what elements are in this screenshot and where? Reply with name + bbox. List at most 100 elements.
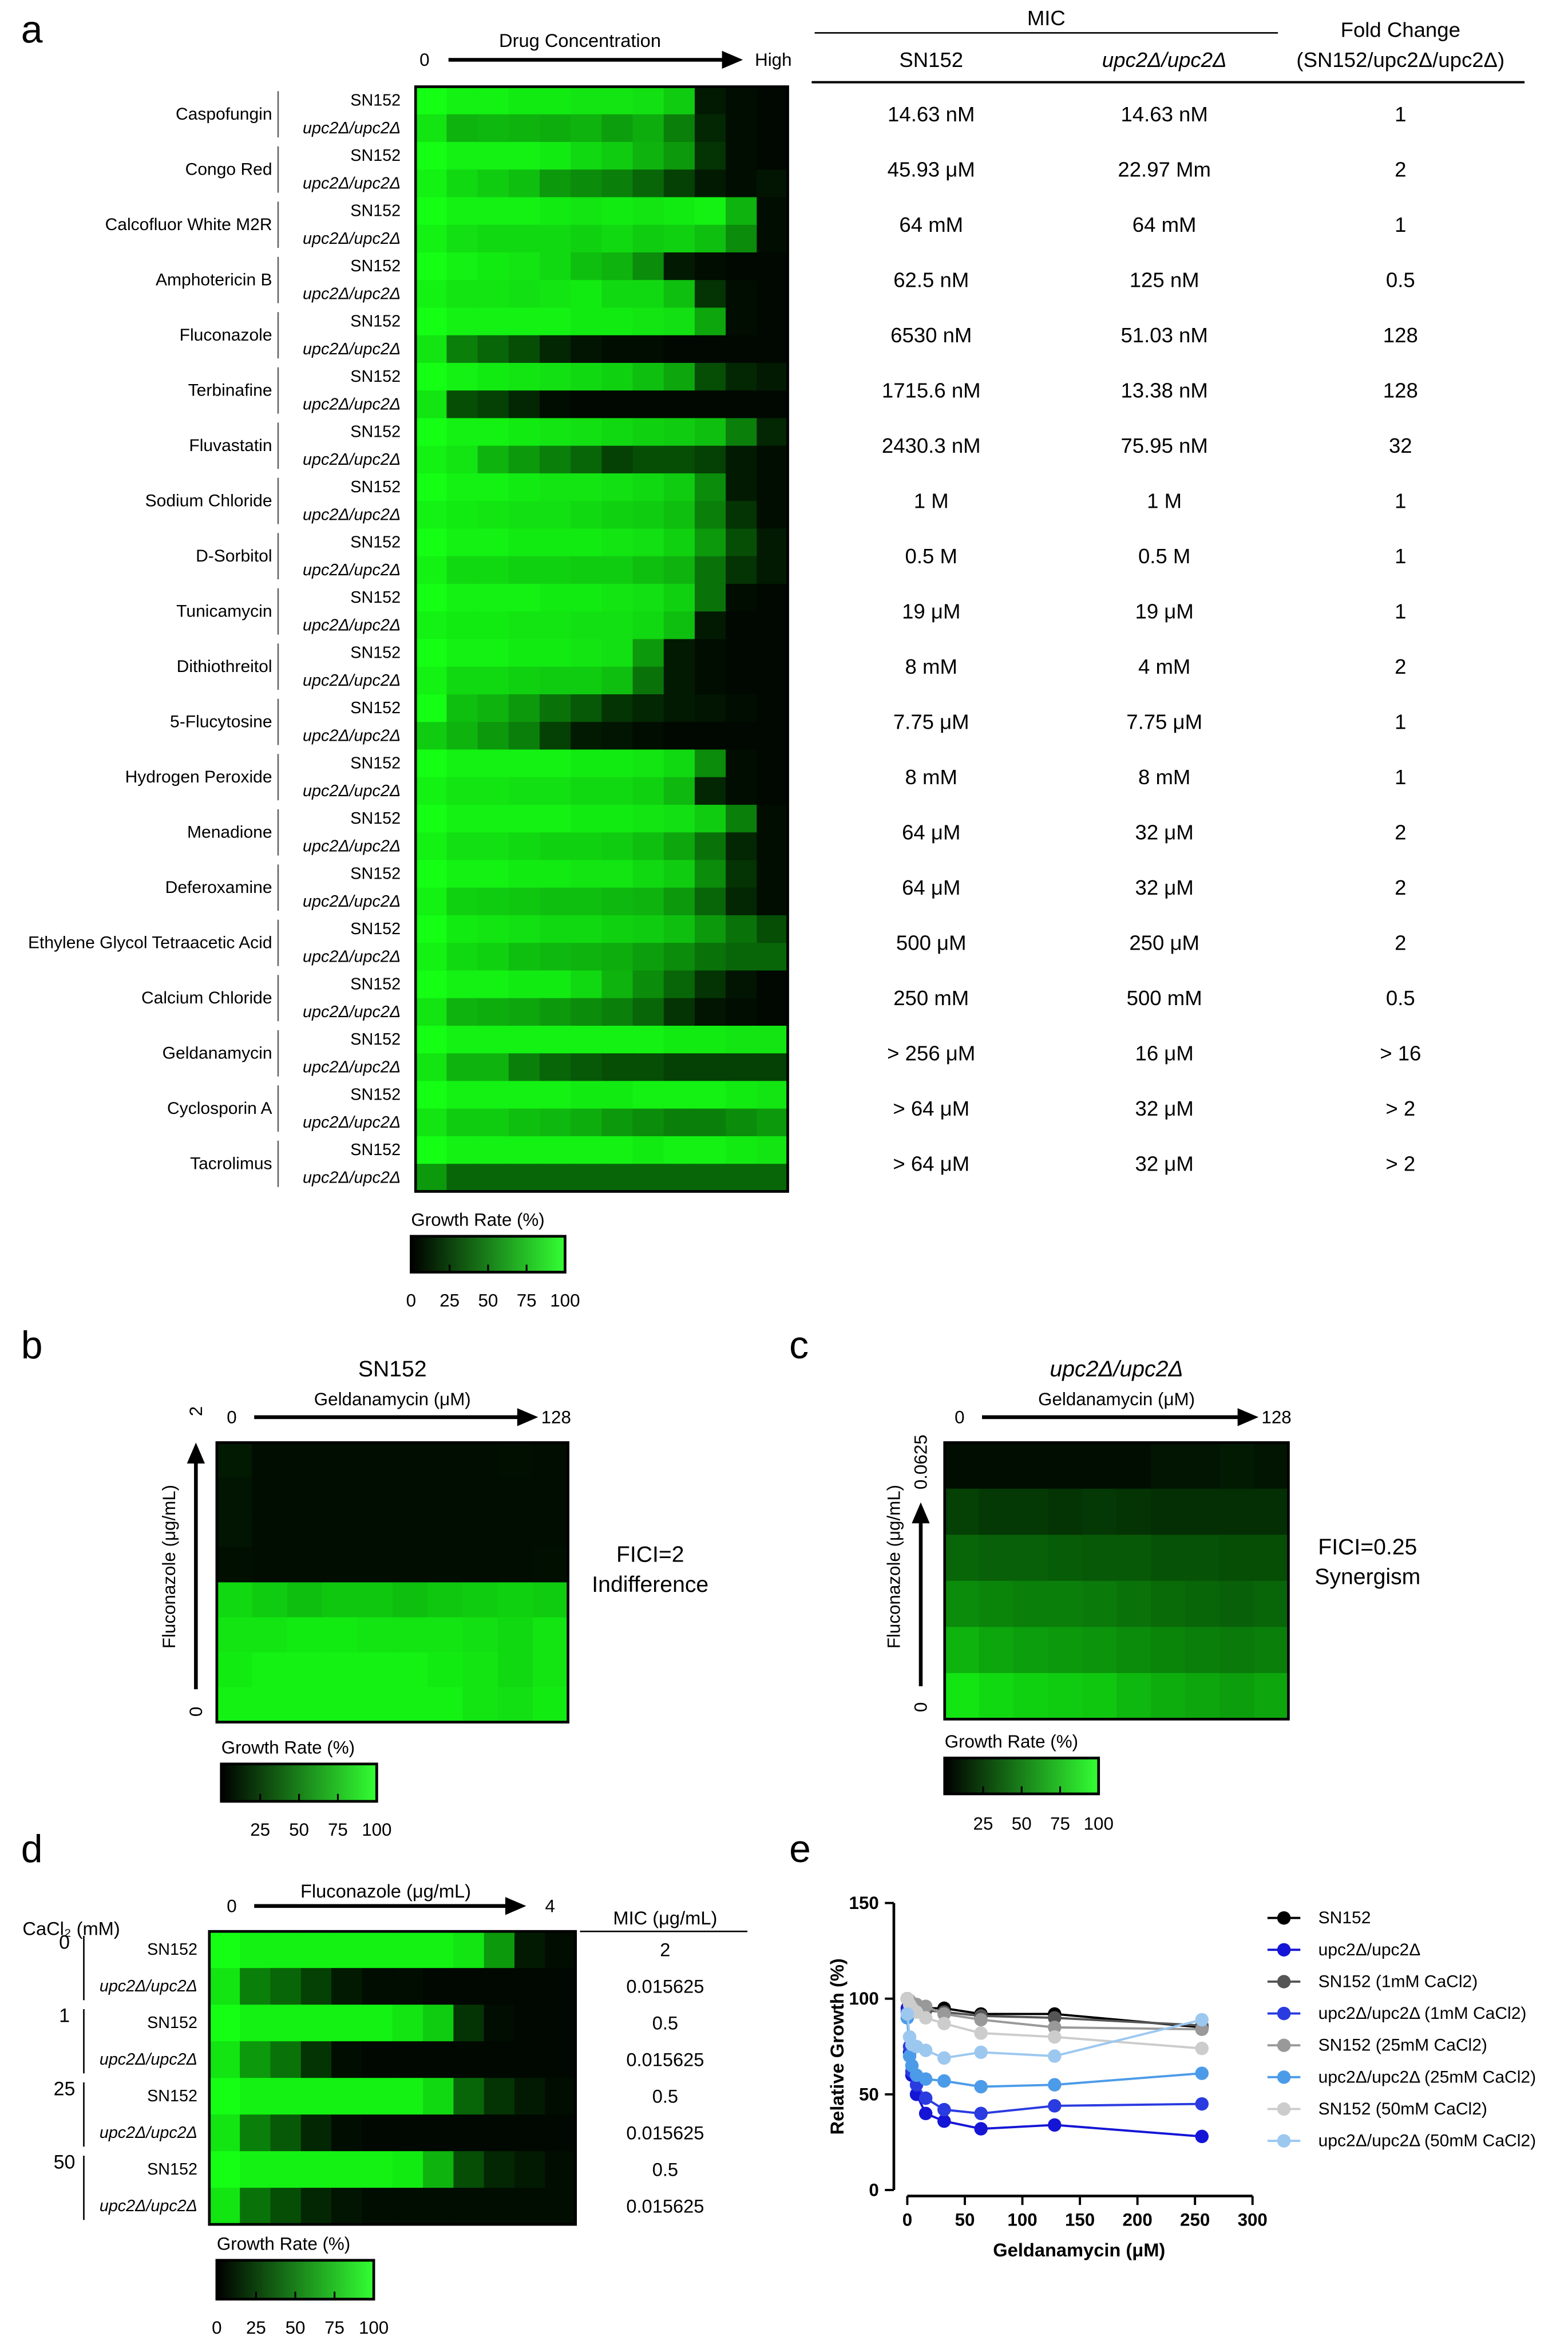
heatmap-cell (694, 887, 727, 916)
strain-label: SN152 (350, 423, 401, 441)
heatmap-cell (601, 501, 633, 529)
heatmap-cell (514, 2005, 546, 2042)
heatmap-cell (694, 832, 727, 861)
heatmap-cell (477, 252, 509, 281)
heatmap-cell (446, 501, 478, 529)
heatmap-cell (979, 1673, 1014, 1720)
heatmap-cell (601, 445, 633, 475)
strain-label: SN152 (350, 533, 401, 552)
y-tick-label: 50 (859, 2084, 879, 2104)
heatmap-cell (1219, 1580, 1255, 1628)
strain-label: SN152 (350, 478, 401, 496)
heatmap-cell (1013, 1580, 1048, 1628)
heatmap-cell (508, 1053, 541, 1082)
heatmap-cell (694, 611, 727, 640)
heatmap-cell (270, 2005, 302, 2042)
x-start: 0 (955, 1407, 964, 1427)
heatmap-cell (415, 970, 448, 999)
heatmap-cell (694, 335, 727, 364)
heatmap-cell (415, 583, 448, 612)
colorbar-tick-label: 25 (973, 1814, 993, 1834)
heatmap-cell (540, 1108, 572, 1137)
heatmap-cell (571, 583, 603, 612)
heatmap-cell (446, 943, 478, 971)
heatmap-cell (944, 1673, 980, 1720)
colorbar-tick-label: 0 (212, 2318, 221, 2338)
heatmap-cell (415, 694, 448, 723)
heatmap-cell (663, 169, 696, 198)
heatmap-cell (1254, 1673, 1289, 1720)
colorbar-tick-label: 25 (250, 1820, 270, 1840)
heatmap-cell (240, 2078, 271, 2116)
heatmap-cell (357, 1547, 393, 1583)
heatmap-cell (757, 1108, 789, 1137)
heatmap-cell (453, 1931, 485, 1969)
heatmap-cell (571, 307, 603, 336)
heatmap-cell (514, 2078, 546, 2116)
heatmap-cell (446, 280, 478, 309)
heatmap-cell (601, 307, 633, 336)
strain-label: SN152 (350, 644, 401, 662)
heatmap-cell (508, 473, 541, 502)
heatmap-cell (322, 1477, 358, 1513)
heatmap-cell (540, 722, 572, 750)
data-point (974, 2026, 988, 2040)
heatmap-cell (484, 2078, 516, 2116)
heatmap-cell (427, 1582, 464, 1618)
heatmap-cell (362, 1931, 393, 1969)
heatmap-cell (601, 694, 633, 723)
heatmap-cell (726, 418, 758, 446)
heatmap-cell (663, 749, 696, 778)
heatmap-cell (415, 832, 448, 861)
legend-marker (1277, 2134, 1291, 2148)
heatmap-cell (757, 307, 789, 336)
heatmap-cell (252, 1442, 288, 1479)
mic-value: > 2 (1385, 1097, 1415, 1120)
heatmap-cell (446, 1136, 478, 1165)
heatmap-cell (663, 1053, 696, 1082)
heatmap-cell (270, 2041, 302, 2079)
heatmap-cell (533, 1617, 569, 1653)
table-title: MIC (1027, 6, 1066, 30)
heatmap-cell (514, 2151, 546, 2189)
data-point (918, 2072, 933, 2086)
heatmap-cell (357, 1652, 393, 1688)
heatmap-cell (1047, 1673, 1083, 1720)
heatmap-cell (514, 2188, 546, 2226)
heatmap-cell (415, 362, 448, 392)
heatmap-cell (663, 860, 696, 888)
heatmap-cell (508, 390, 541, 419)
heatmap-cell (601, 970, 633, 999)
heatmap-cell (446, 141, 478, 171)
heatmap-cell (632, 1025, 664, 1054)
heatmap-cell (508, 694, 541, 723)
heatmap-cell (632, 141, 664, 171)
heatmap-cell (540, 970, 572, 999)
heatmap-cell (392, 1582, 429, 1618)
heatmap-cell (1082, 1535, 1118, 1582)
mic-value: 0.5 (652, 2013, 678, 2034)
legend-label: SN152 (25mM CaCl2) (1318, 2036, 1487, 2055)
heatmap-cell (540, 1081, 572, 1109)
heatmap-cell (322, 1512, 358, 1548)
heatmap-cell (331, 1968, 363, 2006)
heatmap-cell (477, 528, 509, 557)
heatmap-cell (726, 860, 758, 888)
heatmap-cell (571, 860, 603, 888)
heatmap-cell (415, 860, 448, 888)
heatmap-cell (663, 1164, 696, 1192)
drug-label: Calcium Chloride (141, 989, 272, 1007)
heatmap-cell (477, 804, 509, 833)
heatmap-cell (240, 1931, 271, 1969)
mic-value: 75.95 nM (1120, 434, 1207, 457)
drug-label: D-Sorbitol (196, 547, 272, 566)
heatmap-cell (477, 114, 509, 143)
data-point (918, 2091, 933, 2105)
heatmap-cell (601, 362, 633, 392)
heatmap-cell (1219, 1442, 1255, 1489)
heatmap-cell (446, 445, 478, 475)
mic-value: 1 (1395, 544, 1406, 568)
heatmap-cell (540, 528, 572, 557)
heatmap-cell (287, 1442, 323, 1479)
strain-label: SN152 (350, 588, 401, 607)
